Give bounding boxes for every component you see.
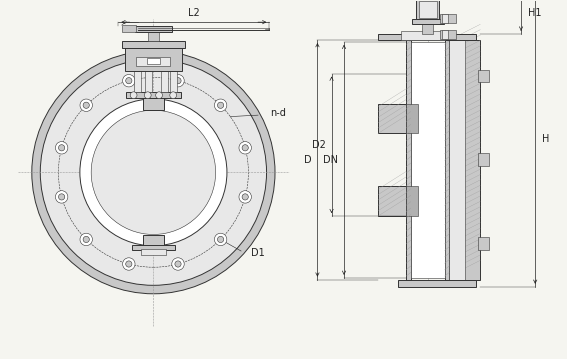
Ellipse shape	[122, 258, 135, 270]
Bar	[422, 23, 433, 34]
Ellipse shape	[239, 141, 251, 154]
Ellipse shape	[214, 233, 227, 246]
Ellipse shape	[58, 145, 65, 151]
Bar	[477, 153, 489, 166]
Bar	[141, 250, 166, 255]
Bar	[143, 98, 164, 109]
Ellipse shape	[156, 92, 163, 99]
Text: H1: H1	[528, 8, 541, 18]
Ellipse shape	[214, 99, 227, 111]
Bar	[143, 235, 164, 246]
Bar	[406, 103, 417, 134]
Bar	[136, 26, 171, 32]
Ellipse shape	[170, 92, 176, 99]
Ellipse shape	[172, 258, 184, 270]
Bar	[442, 31, 448, 39]
Bar	[442, 14, 448, 23]
Ellipse shape	[80, 233, 92, 246]
Bar	[411, 42, 445, 278]
Bar	[162, 71, 168, 92]
Text: D: D	[304, 155, 312, 165]
Ellipse shape	[130, 92, 137, 99]
Text: D2: D2	[312, 140, 326, 150]
Ellipse shape	[218, 236, 224, 243]
Ellipse shape	[40, 59, 266, 285]
Bar	[406, 40, 411, 280]
Bar	[132, 245, 175, 250]
Bar	[122, 25, 137, 32]
Bar	[170, 71, 177, 92]
Text: L2: L2	[188, 8, 200, 18]
Ellipse shape	[126, 78, 132, 84]
Bar	[378, 34, 476, 40]
Bar	[412, 19, 443, 24]
Text: D1: D1	[251, 248, 265, 258]
Bar	[416, 0, 439, 19]
Bar	[378, 186, 406, 216]
Bar	[137, 57, 170, 66]
Ellipse shape	[83, 236, 90, 243]
Ellipse shape	[175, 261, 181, 267]
Ellipse shape	[91, 110, 215, 234]
Bar	[418, 1, 437, 18]
Ellipse shape	[175, 78, 181, 84]
Text: H: H	[542, 134, 549, 144]
Bar	[477, 237, 489, 250]
Bar	[406, 186, 417, 216]
Bar	[398, 280, 476, 287]
Text: n-d: n-d	[270, 108, 286, 118]
Bar	[126, 92, 180, 98]
Bar	[122, 41, 184, 48]
Ellipse shape	[56, 191, 68, 203]
Ellipse shape	[242, 145, 248, 151]
Text: DN: DN	[323, 155, 338, 165]
Ellipse shape	[218, 102, 224, 108]
Bar	[449, 40, 480, 280]
Ellipse shape	[239, 191, 251, 203]
Ellipse shape	[122, 74, 135, 87]
Bar	[477, 70, 489, 83]
Bar	[445, 40, 449, 280]
Bar	[378, 103, 406, 134]
Ellipse shape	[80, 99, 92, 111]
Bar	[134, 71, 141, 92]
Bar	[400, 31, 445, 40]
Ellipse shape	[83, 102, 90, 108]
Bar	[449, 40, 465, 280]
Ellipse shape	[80, 99, 227, 246]
Bar	[146, 71, 153, 92]
Ellipse shape	[32, 51, 275, 294]
Bar	[440, 14, 456, 23]
Ellipse shape	[145, 92, 151, 99]
Ellipse shape	[58, 194, 65, 200]
Bar	[147, 59, 160, 64]
Bar	[148, 32, 159, 41]
Bar	[440, 31, 456, 39]
Ellipse shape	[172, 74, 184, 87]
Ellipse shape	[56, 141, 68, 154]
Ellipse shape	[126, 261, 132, 267]
Ellipse shape	[242, 194, 248, 200]
Bar	[125, 48, 181, 71]
